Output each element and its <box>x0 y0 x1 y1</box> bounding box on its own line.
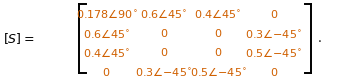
Text: $0.3\angle{-}45^{\circ}$: $0.3\angle{-}45^{\circ}$ <box>136 65 192 77</box>
Text: $0.178\angle90^{\circ}$: $0.178\angle90^{\circ}$ <box>76 7 137 20</box>
Text: $0$: $0$ <box>270 8 278 20</box>
Text: $0.5\angle{-}45^{\circ}$: $0.5\angle{-}45^{\circ}$ <box>190 65 246 77</box>
Text: $0.6\angle45^{\circ}$: $0.6\angle45^{\circ}$ <box>140 7 188 20</box>
Text: $0$: $0$ <box>160 46 168 58</box>
Text: $0.3\angle{-}45^{\circ}$: $0.3\angle{-}45^{\circ}$ <box>245 27 302 40</box>
Text: $0$: $0$ <box>214 27 222 39</box>
Text: $0.5\angle{-}45^{\circ}$: $0.5\angle{-}45^{\circ}$ <box>245 46 302 59</box>
Text: $0.4\angle45^{\circ}$: $0.4\angle45^{\circ}$ <box>83 46 130 59</box>
Text: $0$: $0$ <box>270 66 278 77</box>
Text: $0$: $0$ <box>102 66 111 77</box>
Text: $0.6\angle45^{\circ}$: $0.6\angle45^{\circ}$ <box>83 27 130 40</box>
Text: $0$: $0$ <box>214 46 222 58</box>
Text: $0$: $0$ <box>160 27 168 39</box>
Text: .: . <box>318 32 321 45</box>
Text: $[S]=$: $[S]=$ <box>3 31 35 46</box>
Text: $0.4\angle45^{\circ}$: $0.4\angle45^{\circ}$ <box>194 7 242 20</box>
